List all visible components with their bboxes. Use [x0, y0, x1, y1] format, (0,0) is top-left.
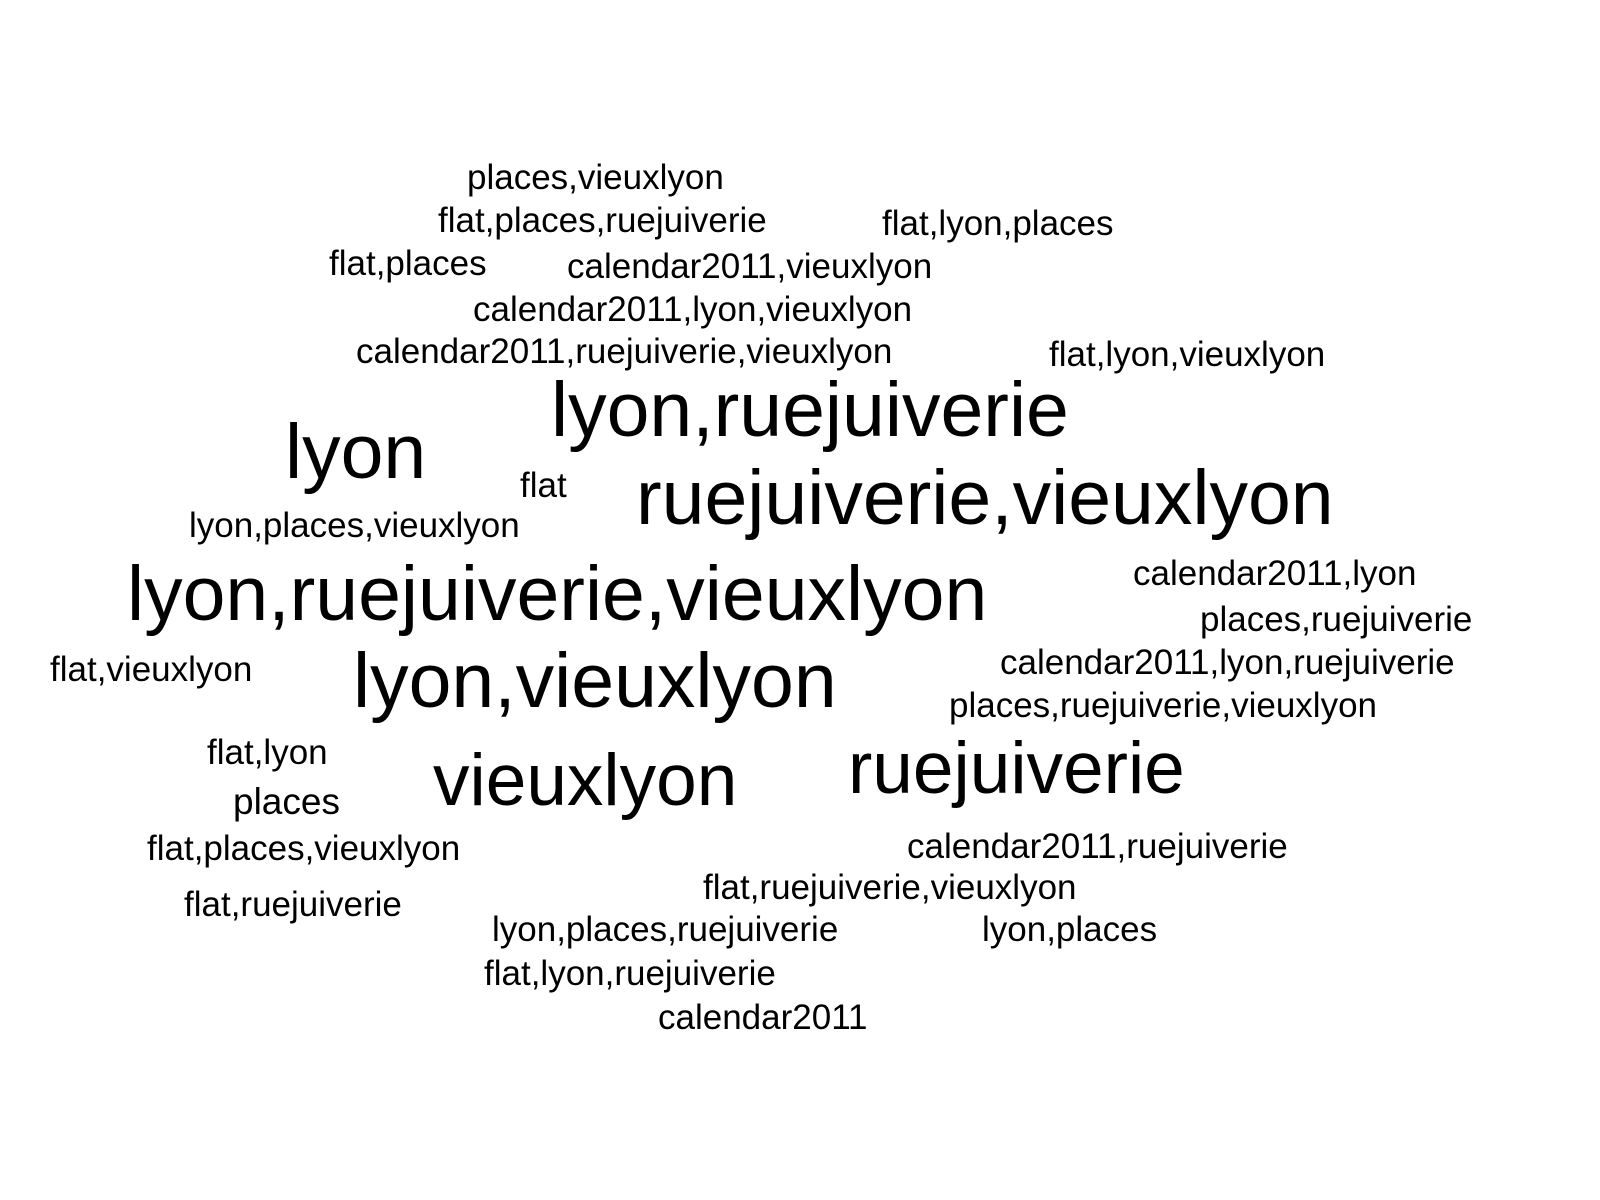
word-flat-lyon-places: flat,lyon,places	[882, 204, 1114, 243]
word-ruejuiverie: ruejuiverie	[848, 728, 1185, 809]
word-places-ruejuiverie-vieuxlyon: places,ruejuiverie,vieuxlyon	[949, 686, 1377, 725]
word-calendar2011-ruejuiverie: calendar2011,ruejuiverie	[907, 827, 1288, 866]
word-calendar2011-lyon: calendar2011,lyon	[1133, 554, 1417, 593]
word-calendar2011-vieuxlyon: calendar2011,vieuxlyon	[567, 247, 933, 286]
word-lyon-places-vieuxlyon: lyon,places,vieuxlyon	[189, 506, 520, 545]
word-lyon-ruejuiverie: lyon,ruejuiverie	[551, 367, 1069, 453]
word-flat-vieuxlyon: flat,vieuxlyon	[50, 650, 253, 689]
word-ruejuiverie-vieuxlyon: ruejuiverie,vieuxlyon	[636, 455, 1334, 541]
word-flat-ruejuiverie-vieuxlyon: flat,ruejuiverie,vieuxlyon	[703, 868, 1077, 907]
word-calendar2011-lyon-ruejuiverie: calendar2011,lyon,ruejuiverie	[1000, 643, 1455, 682]
word-calendar2011-lyon-vieuxlyon: calendar2011,lyon,vieuxlyon	[473, 290, 913, 329]
word-lyon-ruejuiverie-vieuxlyon: lyon,ruejuiverie,vieuxlyon	[127, 551, 988, 637]
word-calendar2011: calendar2011	[658, 998, 868, 1037]
word-places-ruejuiverie: places,ruejuiverie	[1200, 600, 1473, 639]
word-places: places	[233, 781, 340, 822]
word-flat-lyon-vieuxlyon: flat,lyon,vieuxlyon	[1049, 335, 1326, 374]
word-places-vieuxlyon: places,vieuxlyon	[467, 158, 724, 197]
word-flat-lyon-ruejuiverie: flat,lyon,ruejuiverie	[484, 954, 776, 993]
word-calendar2011-ruejuiverie-vieuxlyon: calendar2011,ruejuiverie,vieuxlyon	[356, 332, 893, 371]
word-flat: flat	[520, 466, 567, 505]
word-flat-places: flat,places	[329, 244, 487, 283]
word-vieuxlyon: vieuxlyon	[433, 740, 738, 821]
word-lyon-vieuxlyon: lyon,vieuxlyon	[353, 638, 837, 724]
word-lyon: lyon	[285, 409, 427, 495]
word-flat-places-vieuxlyon: flat,places,vieuxlyon	[147, 829, 461, 868]
word-lyon-places-ruejuiverie: lyon,places,ruejuiverie	[492, 910, 839, 949]
word-flat-ruejuiverie: flat,ruejuiverie	[184, 885, 402, 924]
word-flat-places-ruejuiverie: flat,places,ruejuiverie	[438, 201, 767, 240]
word-flat-lyon: flat,lyon	[207, 733, 328, 772]
word-lyon-places: lyon,places	[982, 910, 1158, 949]
